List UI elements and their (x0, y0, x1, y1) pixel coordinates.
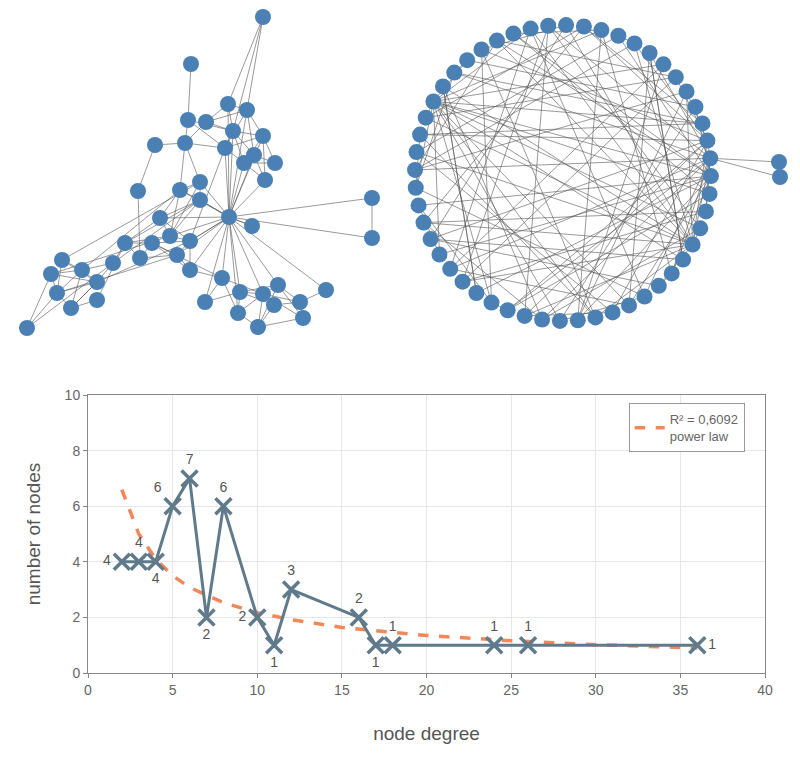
svg-text:4: 4 (135, 534, 143, 550)
svg-text:2: 2 (355, 590, 363, 606)
svg-text:1: 1 (270, 654, 278, 670)
svg-text:30: 30 (588, 682, 604, 698)
svg-text:node degree: node degree (373, 723, 480, 744)
svg-text:6: 6 (154, 479, 162, 495)
svg-text:3: 3 (287, 562, 295, 578)
svg-text:2: 2 (238, 608, 246, 624)
svg-text:1: 1 (490, 618, 498, 634)
svg-text:6: 6 (72, 498, 80, 514)
svg-text:2: 2 (203, 626, 211, 642)
svg-text:7: 7 (186, 451, 194, 467)
svg-text:20: 20 (419, 682, 435, 698)
svg-text:10: 10 (249, 682, 265, 698)
svg-text:5: 5 (169, 682, 177, 698)
svg-text:1: 1 (372, 654, 380, 670)
svg-text:0: 0 (84, 682, 92, 698)
svg-text:0: 0 (72, 665, 80, 681)
svg-text:15: 15 (334, 682, 350, 698)
svg-text:number of nodes: number of nodes (23, 463, 44, 606)
svg-text:2: 2 (72, 609, 80, 625)
svg-text:R² = 0,6092power law: R² = 0,6092power law (670, 412, 738, 444)
svg-text:1: 1 (524, 618, 532, 634)
svg-text:35: 35 (673, 682, 689, 698)
svg-text:4: 4 (152, 570, 160, 586)
svg-text:40: 40 (757, 682, 773, 698)
svg-text:10: 10 (65, 387, 81, 403)
svg-text:25: 25 (503, 682, 519, 698)
svg-text:8: 8 (72, 443, 80, 459)
svg-text:4: 4 (103, 552, 111, 568)
svg-text:6: 6 (220, 479, 228, 495)
svg-text:1: 1 (389, 618, 397, 634)
svg-text:1: 1 (708, 636, 716, 652)
svg-text:4: 4 (72, 554, 80, 570)
